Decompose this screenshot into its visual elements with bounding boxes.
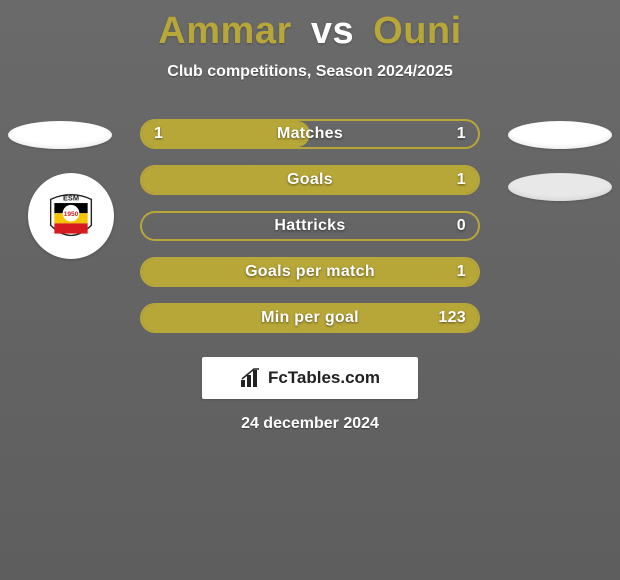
badge-year: 1950 xyxy=(64,211,79,218)
badge-bottom-stripe xyxy=(54,223,87,233)
brand-text: FcTables.com xyxy=(268,368,380,388)
stat-label: Min per goal xyxy=(261,309,359,327)
stat-right-value: 0 xyxy=(457,217,466,235)
right-player-marker-2 xyxy=(508,173,612,201)
subtitle: Club competitions, Season 2024/2025 xyxy=(0,55,620,105)
stat-right-value: 1 xyxy=(457,125,466,143)
stat-bar: Goals 1 xyxy=(140,165,480,195)
left-player-marker xyxy=(8,121,112,149)
stat-label: Goals xyxy=(287,171,333,189)
page-title: Ammar vs Ouni xyxy=(0,0,620,55)
title-right: Ouni xyxy=(373,10,462,52)
badge-letters: ESM xyxy=(63,193,79,202)
content: Ammar vs Ouni Club competitions, Season … xyxy=(0,0,620,433)
club-badge: 1950 ESM xyxy=(28,173,114,259)
stat-right-value: 123 xyxy=(438,309,466,327)
stat-bar: Goals per match 1 xyxy=(140,257,480,287)
stat-bar: 1 Matches 1 xyxy=(140,119,480,149)
stat-right-value: 1 xyxy=(457,263,466,281)
stat-left-value: 1 xyxy=(154,125,163,143)
comparison-stage: 1950 ESM 1 Matches 1 Goals 1 Hattricks 0 Goals … xyxy=(0,105,620,333)
title-left: Ammar xyxy=(158,10,291,52)
stat-bar: Hattricks 0 xyxy=(140,211,480,241)
stat-label: Goals per match xyxy=(245,263,375,281)
right-player-marker xyxy=(508,121,612,149)
club-badge-icon: 1950 ESM xyxy=(34,179,108,253)
stat-right-value: 1 xyxy=(457,171,466,189)
stat-bar: Min per goal 123 xyxy=(140,303,480,333)
brand-badge: FcTables.com xyxy=(202,357,418,399)
stat-label: Hattricks xyxy=(274,217,345,235)
stat-bars: 1 Matches 1 Goals 1 Hattricks 0 Goals per match… xyxy=(140,105,480,333)
stat-label: Matches xyxy=(277,125,343,143)
bar-chart-icon xyxy=(240,368,262,388)
date-text: 24 december 2024 xyxy=(0,399,620,433)
title-vs: vs xyxy=(311,10,354,52)
